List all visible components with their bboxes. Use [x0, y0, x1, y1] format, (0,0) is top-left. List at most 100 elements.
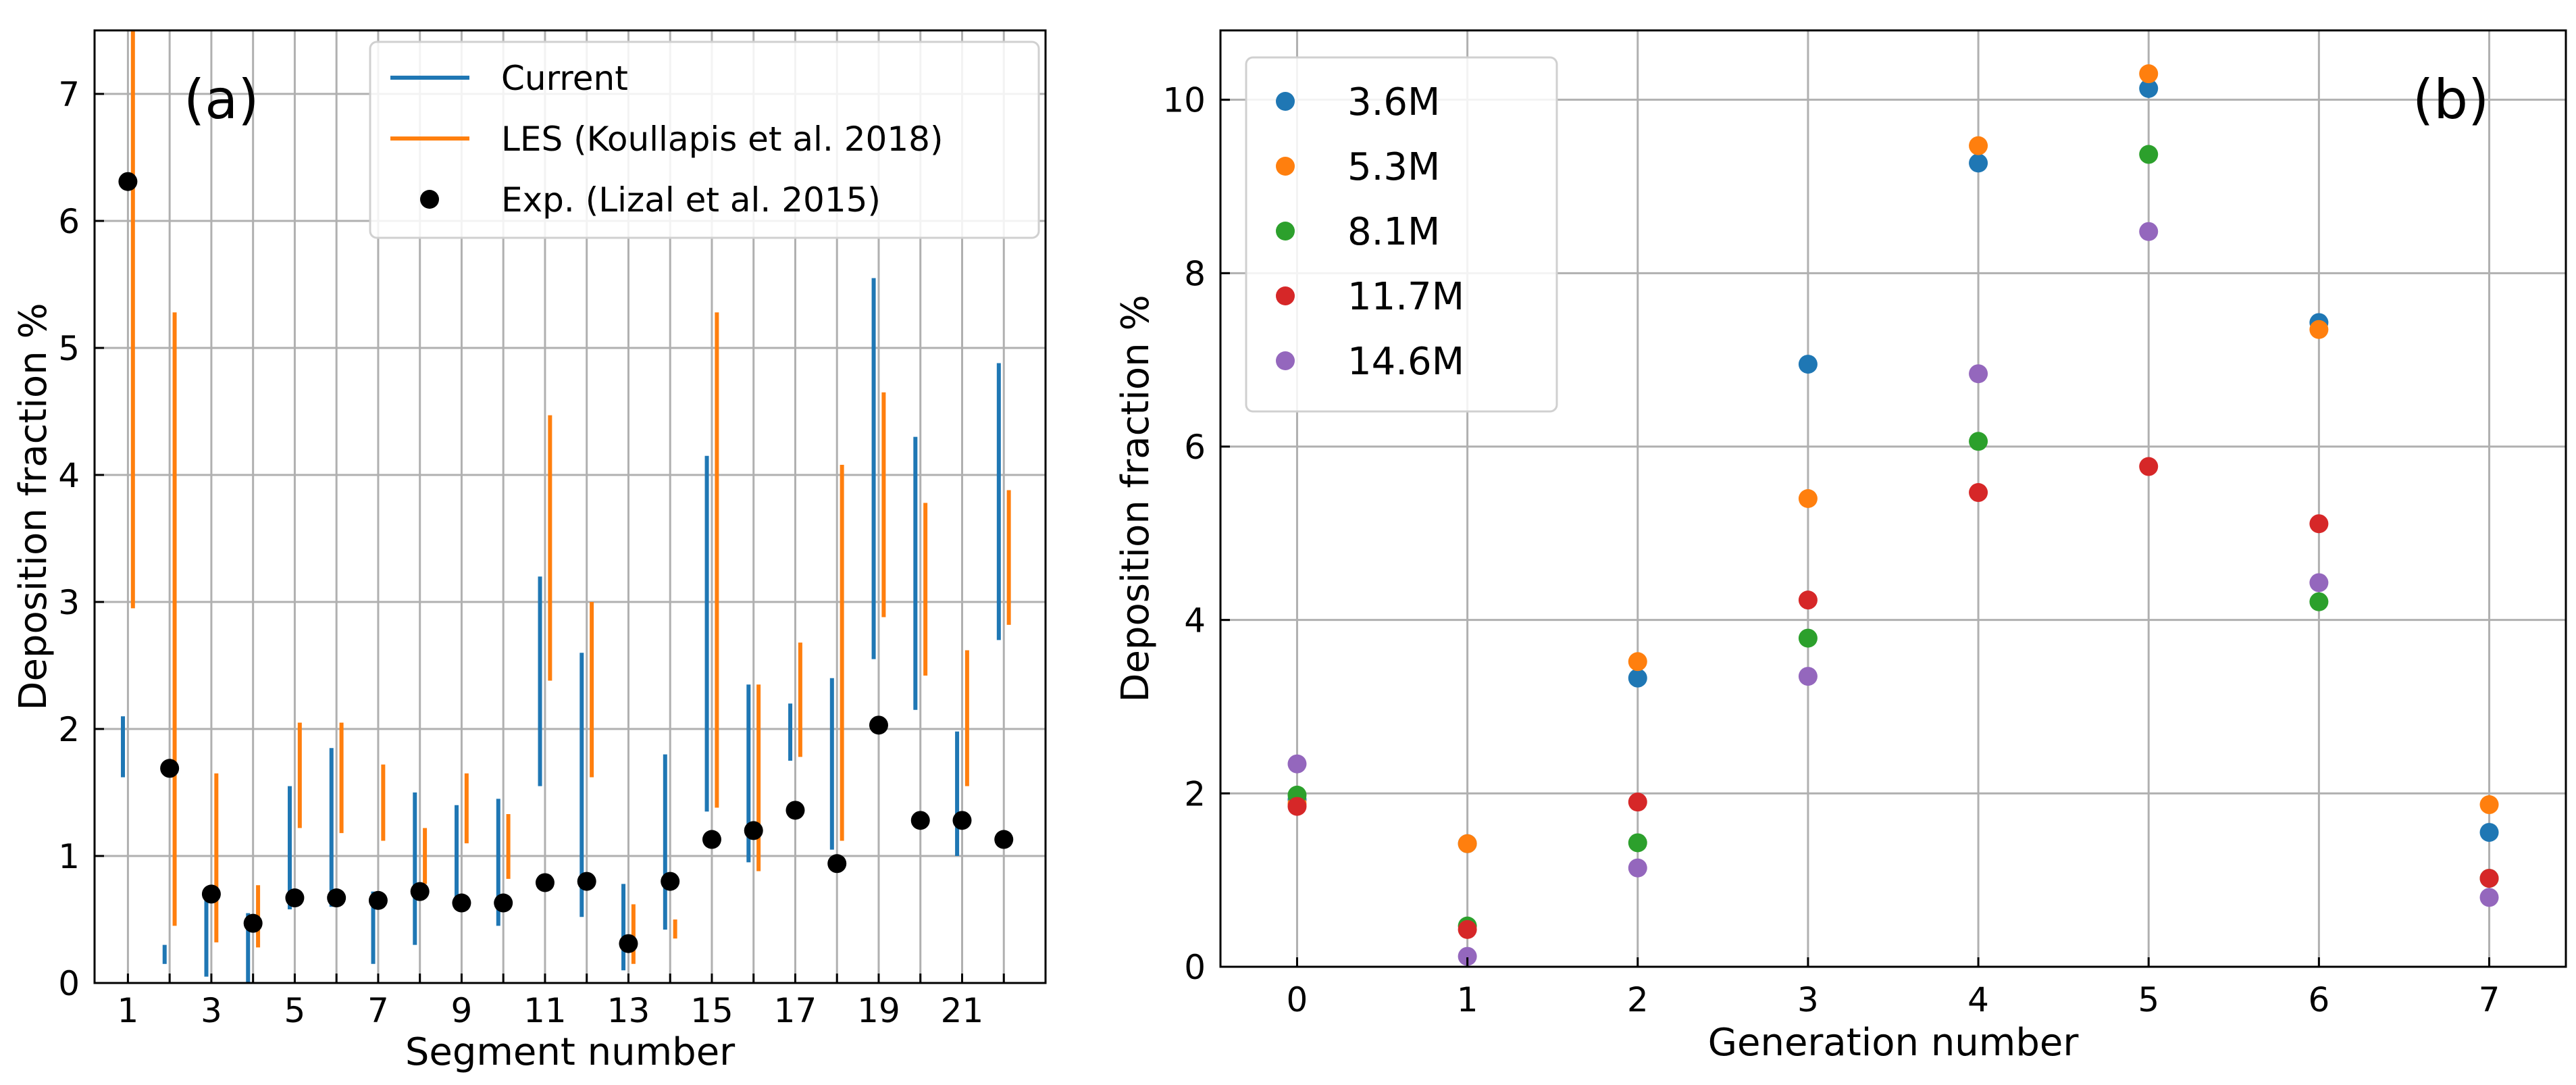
data-point — [1798, 489, 1818, 508]
legend-swatch-5.3M — [1276, 157, 1295, 176]
exp-point — [452, 893, 471, 913]
exp-point — [577, 872, 596, 891]
data-point — [1458, 834, 1477, 853]
data-point — [1287, 797, 1307, 816]
legend-box-a — [369, 41, 1040, 239]
data-point — [1969, 432, 1988, 451]
legend-label-current: Current — [501, 59, 628, 98]
y-tick-label: 6 — [58, 202, 80, 241]
data-point — [2479, 823, 2499, 842]
legend-label-11.7M: 11.7M — [1347, 275, 1464, 319]
data-point — [2479, 888, 2499, 907]
data-point — [2309, 592, 2329, 611]
legend-swatch-11.7M — [1276, 286, 1295, 305]
y-tick-label: 10 — [1162, 81, 1206, 120]
data-point — [1628, 668, 1647, 688]
legend-label-les: LES (Koullapis et al. 2018) — [501, 120, 944, 159]
exp-point — [702, 830, 721, 849]
x-axis-title-b: Generation number — [1708, 1021, 2080, 1065]
exp-point — [827, 854, 847, 874]
x-ticks-a: 1 3 5 7 9 11 13 15 17 19 21 — [117, 974, 1005, 1030]
y-tick-label: 5 — [58, 329, 80, 368]
data-point — [1969, 136, 1988, 155]
data-point — [1969, 483, 1988, 503]
exp-point — [744, 821, 763, 840]
data-point — [1969, 364, 1988, 384]
exp-point — [494, 893, 513, 913]
data-point — [1628, 858, 1647, 878]
x-tick-label: 9 — [451, 991, 473, 1030]
x-tick-label: 1 — [117, 991, 138, 1030]
legend-label-5.3M: 5.3M — [1347, 145, 1440, 189]
exp-point — [869, 715, 888, 735]
x-axis-title-a: Segment number — [405, 1030, 736, 1074]
exp-point — [952, 811, 972, 830]
y-tick-label: 6 — [1184, 428, 1206, 467]
x-tick-label: 5 — [284, 991, 306, 1030]
exp-point — [994, 830, 1014, 849]
exp-point — [368, 890, 388, 910]
exp-point — [619, 934, 638, 953]
data-point — [1458, 919, 1477, 939]
exp-point — [661, 872, 680, 891]
data-point — [2139, 457, 2159, 476]
x-tick-label: 21 — [941, 991, 984, 1030]
exp-point — [785, 801, 805, 820]
x-tick-label: 5 — [2138, 980, 2159, 1019]
x-tick-label: 11 — [523, 991, 567, 1030]
panel-label-b: (b) — [2413, 68, 2489, 131]
exp-point — [118, 172, 138, 191]
panel-label-a: (a) — [184, 68, 259, 131]
data-point — [2309, 573, 2329, 592]
exp-point — [535, 873, 555, 892]
exp-point — [160, 759, 180, 778]
series-11.7M — [1287, 457, 2499, 939]
x-tick-label: 0 — [1287, 980, 1308, 1019]
x-tick-label: 17 — [774, 991, 817, 1030]
legend-a: Current LES (Koullapis et al. 2018) Exp.… — [369, 41, 1040, 239]
ranges-a — [120, 30, 1011, 983]
y-tick-label: 2 — [58, 710, 80, 749]
exp-point — [201, 884, 221, 904]
x-tick-label: 7 — [2479, 980, 2500, 1019]
data-point — [1798, 590, 1818, 610]
legend-label-3.6M: 3.6M — [1347, 80, 1440, 124]
legend-b: 3.6M 5.3M 8.1M 11.7M 14.6M — [1245, 56, 1558, 413]
plot-frame-a — [93, 29, 1047, 984]
y-tick-label: 7 — [58, 75, 80, 114]
x-tick-label: 6 — [2308, 980, 2329, 1019]
points-a — [118, 172, 1014, 953]
data-point — [2479, 795, 2499, 815]
data-point — [2139, 64, 2159, 84]
legend-box-b — [1245, 56, 1558, 413]
exp-point — [410, 882, 430, 901]
x-tick-label: 1 — [1457, 980, 1478, 1019]
y-axis-title-b: Deposition fraction % — [1114, 295, 1158, 702]
x-tick-label: 13 — [607, 991, 650, 1030]
y-tick-label: 3 — [58, 583, 80, 622]
y-tick-label: 8 — [1184, 254, 1206, 293]
legend-swatch-exp — [420, 190, 439, 209]
x-tick-label: 4 — [1967, 980, 1989, 1019]
exp-point — [327, 888, 346, 908]
data-point — [1969, 153, 1988, 173]
x-tick-label: 3 — [201, 991, 222, 1030]
y-tick-label: 1 — [58, 837, 80, 876]
x-tick-label: 3 — [1797, 980, 1819, 1019]
x-tick-label: 2 — [1627, 980, 1649, 1019]
y-ticks-b: 0 2 4 6 8 10 — [1162, 81, 1230, 987]
panel-b: 0 1 2 3 4 5 6 7 0 2 4 6 8 10 (b) Generation number D… — [1114, 29, 2567, 1065]
data-point — [1628, 833, 1647, 853]
data-point — [2139, 145, 2159, 164]
points-b — [1287, 64, 2499, 966]
y-tick-label: 0 — [58, 964, 80, 1003]
exp-point — [243, 913, 263, 933]
data-point — [1628, 652, 1647, 672]
legend-label-exp: Exp. (Lizal et al. 2015) — [501, 180, 881, 220]
series-14.6M — [1287, 222, 2499, 966]
x-tick-label: 15 — [690, 991, 733, 1030]
data-point — [1798, 667, 1818, 686]
data-point — [2479, 869, 2499, 888]
y-tick-label: 0 — [1184, 948, 1206, 987]
